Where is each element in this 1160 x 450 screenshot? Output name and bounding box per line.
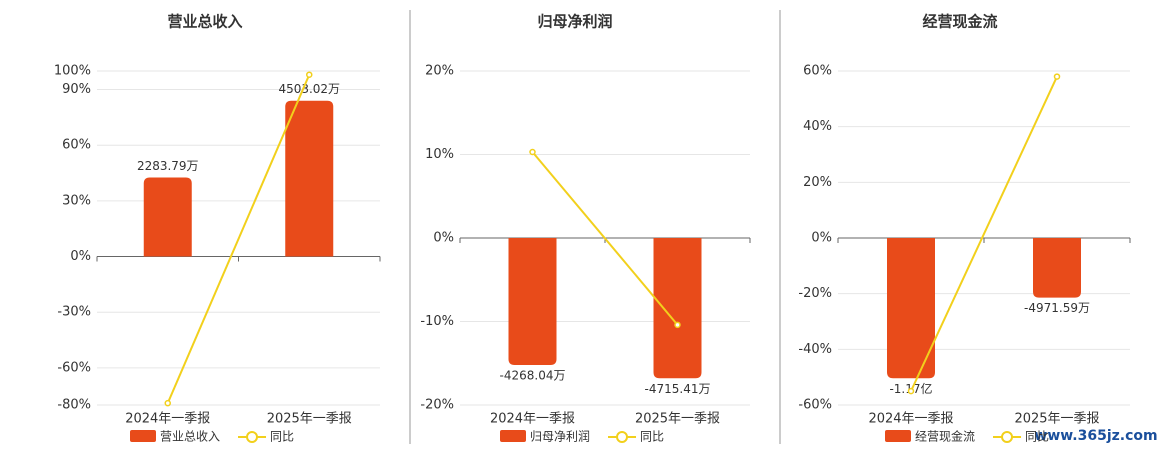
x-tick-label: 2025年一季报 [635,412,720,427]
bar [653,238,702,379]
bar [508,238,557,365]
chart-title: 营业总收入 [167,13,242,31]
x-tick-label: 2024年一季报 [125,412,210,427]
bar [1033,238,1081,298]
bar [285,100,334,257]
legend-swatch [130,430,156,442]
x-tick-label: 2025年一季报 [1014,412,1099,427]
bar [143,177,192,257]
y-tick-label: 0% [811,231,832,246]
legend-label: 归母净利润 [530,430,590,444]
y-tick-label: 20% [803,175,832,190]
legend-label: 营业总收入 [160,430,220,444]
x-tick-label: 2024年一季报 [868,412,953,427]
y-tick-label: 0% [70,249,91,264]
legend-swatch [885,430,911,442]
y-tick-label: 20% [425,64,454,79]
legend-marker [1001,431,1014,443]
line-marker [1053,73,1061,80]
legend-marker [246,431,259,443]
y-tick-label: -20% [420,398,454,413]
x-tick-label: 2024年一季报 [490,412,575,427]
line-marker [164,399,171,407]
legend-swatch [500,430,526,442]
y-tick-label: 100% [54,64,91,79]
chart-title: 经营现金流 [922,13,997,31]
y-tick-label: -10% [420,314,454,329]
value-label: 4503.02万 [278,82,340,96]
line-marker [907,387,915,395]
y-tick-label: -80% [57,398,91,413]
y-tick-label: 40% [803,119,832,134]
line [166,74,311,404]
y-tick-label: 10% [425,147,454,162]
chart-title: 归母净利润 [537,13,612,31]
x-tick-label: 2025年一季报 [267,412,352,427]
line-marker [674,321,681,329]
y-tick-label: -60% [798,398,832,413]
y-tick-label: -20% [798,286,832,301]
legend-marker [616,431,629,443]
legend-label: 经营现金流 [915,429,975,444]
y-tick-label: -30% [57,305,91,320]
y-tick-label: -40% [798,342,832,357]
legend-label: 同比 [1025,430,1049,444]
value-label: -4715.41万 [645,382,711,396]
y-tick-label: 30% [62,193,91,208]
y-tick-label: 60% [803,64,832,79]
bar [887,238,935,379]
legend-label: 同比 [270,430,294,444]
line [910,76,1058,392]
line [531,151,679,326]
value-label: -4971.59万 [1024,301,1090,315]
y-tick-label: 90% [62,82,91,97]
value-label: -4268.04万 [500,368,566,382]
legend-label: 同比 [640,430,664,444]
watermark: www.365jz.com [1034,428,1157,444]
y-tick-label: 60% [62,138,91,153]
line-marker [529,148,536,156]
y-tick-label: 0% [433,231,454,246]
y-tick-label: -60% [57,360,91,375]
line-marker [306,71,313,78]
value-label: 2283.79万 [137,159,199,173]
